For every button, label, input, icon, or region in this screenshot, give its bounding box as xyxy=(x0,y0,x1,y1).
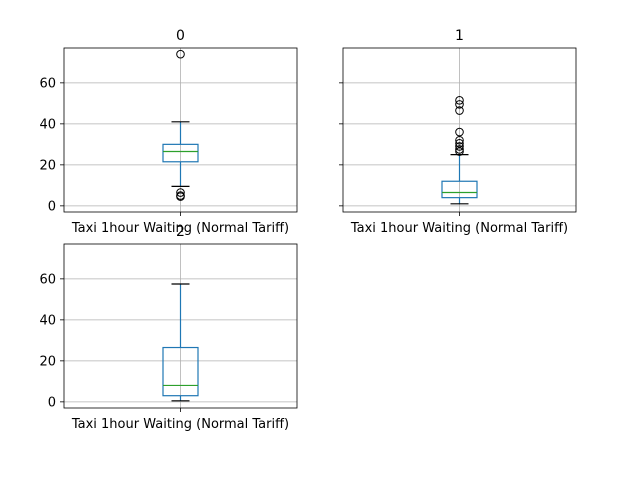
x-tick-label: Taxi 1hour Waiting (Normal Tariff) xyxy=(350,221,568,236)
axes-frame xyxy=(63,243,298,409)
outlier-point xyxy=(176,188,185,197)
y-tick-label: 40 xyxy=(39,313,56,328)
y-tick-label: 20 xyxy=(39,354,56,369)
outlier-point xyxy=(455,139,464,148)
outlier-point xyxy=(455,135,464,145)
outlier-point xyxy=(176,192,185,201)
outlier-point xyxy=(455,127,464,137)
subplot-title: 1 xyxy=(455,28,464,44)
subplot-2: 0 20 40 60 Taxi 1hour Waiting (Normal Tariff… xyxy=(39,224,298,432)
axes-frame xyxy=(63,47,298,213)
outlier-point xyxy=(455,142,464,151)
subplot-title: 2 xyxy=(176,224,185,240)
subplot-title: 0 xyxy=(176,28,185,44)
outlier-point xyxy=(455,145,464,154)
x-tick-label: Taxi 1hour Waiting (Normal Tariff) xyxy=(71,417,289,432)
subplot-1: Taxi 1hour Waiting (Normal Tariff) 1 xyxy=(339,28,577,236)
outlier-point xyxy=(455,95,464,105)
box xyxy=(162,143,199,163)
box xyxy=(162,346,199,397)
y-tick-label: 40 xyxy=(39,117,56,132)
axes-frame xyxy=(342,47,577,213)
box xyxy=(441,180,478,199)
y-tick-label: 0 xyxy=(48,199,56,214)
x-tick-label: Taxi 1hour Waiting (Normal Tariff) xyxy=(71,221,289,236)
subplot-0: 0 20 40 60 Taxi 1hour Waiting (Normal Tariff… xyxy=(39,28,298,236)
outlier-point xyxy=(455,100,464,109)
y-tick-label: 0 xyxy=(48,395,56,410)
outlier-point xyxy=(455,147,464,156)
y-tick-label: 60 xyxy=(39,272,56,287)
y-tick-label: 20 xyxy=(39,158,56,173)
outlier-point xyxy=(176,49,185,59)
outlier-point xyxy=(455,106,464,115)
y-tick-label: 60 xyxy=(39,76,56,91)
